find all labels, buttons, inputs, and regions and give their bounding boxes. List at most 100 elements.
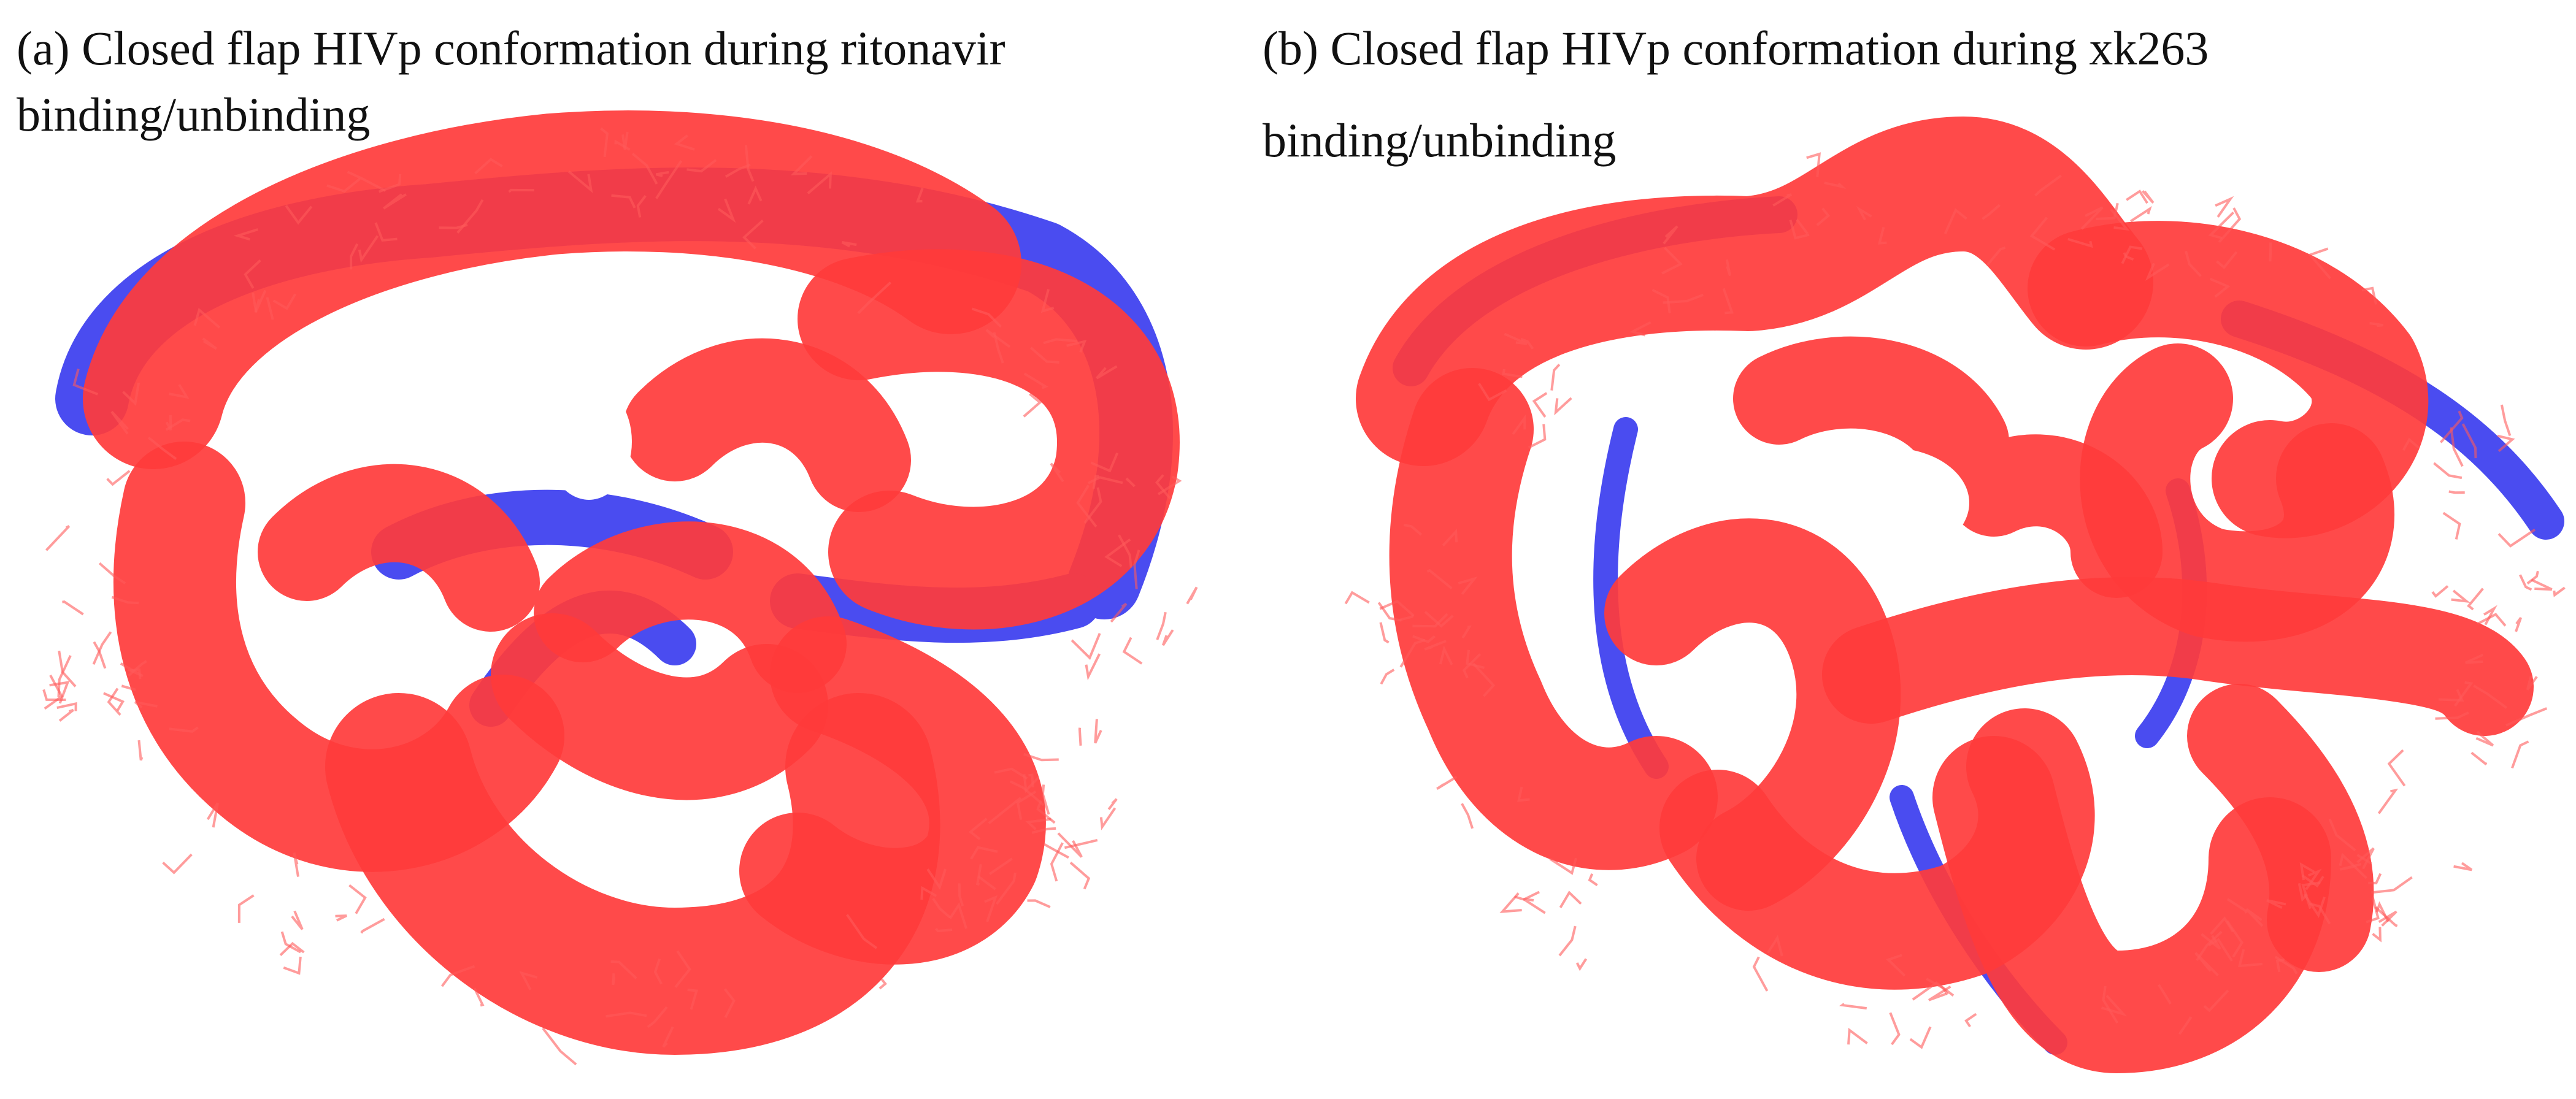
frame-line — [1909, 1026, 1932, 1049]
frame-line — [2374, 906, 2398, 927]
frame-line — [610, 960, 637, 979]
frame-line — [841, 241, 857, 248]
frame-line — [383, 193, 407, 210]
frame-line — [45, 525, 71, 551]
frame-line — [1461, 803, 1474, 829]
frame-line — [1944, 208, 1967, 235]
frame-line — [2209, 277, 2231, 298]
frame-line — [975, 864, 982, 886]
frame-line — [2309, 902, 2331, 925]
frame-line — [379, 174, 402, 193]
frame-line — [62, 600, 84, 616]
frame-line — [1651, 288, 1671, 313]
frame-line — [971, 307, 1002, 328]
frame-line — [1532, 392, 1548, 418]
frame-line — [2378, 910, 2397, 927]
frame-line — [1016, 791, 1037, 821]
frame-line — [2526, 676, 2538, 691]
frame-line — [358, 235, 379, 263]
frame-line — [1424, 640, 1447, 651]
frame-line — [2266, 899, 2286, 909]
frame-line — [1928, 985, 1951, 1001]
frame-line — [2145, 262, 2170, 281]
frame-line — [2371, 876, 2413, 894]
frame-line — [1404, 524, 1423, 536]
frame-line — [137, 740, 144, 761]
frame-line — [2450, 427, 2464, 467]
frame-line — [1043, 338, 1078, 345]
frame-line — [1523, 897, 1546, 914]
frame-line — [1125, 477, 1136, 488]
frame-line — [57, 655, 72, 697]
frame-line — [1466, 649, 1485, 669]
frame-line — [2377, 788, 2399, 814]
frame-line — [2402, 437, 2420, 451]
frame-line — [72, 368, 99, 396]
frame-line — [655, 160, 683, 199]
frame-line — [2461, 423, 2477, 459]
frame-line — [2435, 711, 2469, 720]
frame-line — [1158, 475, 1182, 496]
frame-line — [1094, 719, 1102, 744]
frame-line — [742, 219, 764, 250]
frame-line — [744, 145, 755, 182]
frame-line — [162, 853, 193, 875]
frame-line — [1426, 569, 1453, 590]
frame-line — [1752, 956, 1769, 992]
frame-line — [169, 384, 190, 399]
frame-line — [1050, 842, 1064, 882]
frame-line — [600, 127, 609, 158]
frame-line — [2387, 749, 2406, 787]
frame-line — [920, 886, 937, 900]
frame-line — [631, 152, 658, 185]
frame-line — [2215, 196, 2234, 218]
frame-line — [2201, 933, 2221, 950]
frame-line — [989, 857, 1013, 875]
frame-line — [1982, 204, 2001, 220]
frame-line — [2451, 589, 2471, 603]
frame-line — [1412, 635, 1436, 643]
frame-line — [1889, 1012, 1901, 1046]
frame-line — [807, 171, 832, 194]
frame-line — [1031, 827, 1056, 834]
frame-line — [1550, 363, 1561, 391]
frame-line — [2505, 707, 2548, 727]
frame-line — [111, 595, 139, 605]
frame-line — [280, 931, 302, 954]
frame-line — [1029, 347, 1059, 364]
frame-line — [1839, 1003, 1867, 1010]
cavity — [1810, 448, 1969, 558]
frame-line — [42, 689, 66, 702]
frame-line — [193, 307, 221, 329]
frame-line — [374, 222, 398, 242]
frame-line — [846, 914, 878, 949]
frame-line — [1528, 424, 1547, 449]
frame-line — [279, 941, 305, 957]
frame-line — [2515, 616, 2523, 632]
frame-line — [283, 956, 302, 975]
frame-line — [621, 131, 629, 150]
frame-line — [988, 797, 1022, 824]
frame-line — [92, 631, 112, 665]
frame-line — [2275, 958, 2285, 973]
frame-line — [2531, 578, 2553, 591]
frame-line — [1050, 462, 1064, 483]
frame-line — [293, 852, 299, 877]
frame-line — [244, 259, 261, 289]
frame-line — [1085, 653, 1101, 681]
frame-line — [1399, 638, 1426, 668]
frame-line — [1096, 365, 1118, 380]
caption-line: binding/unbinding — [17, 88, 371, 141]
frame-line — [687, 989, 699, 1010]
frame-line — [1517, 786, 1530, 802]
frame-line — [1041, 784, 1050, 815]
frame-line — [612, 973, 616, 986]
frame-line — [1398, 614, 1414, 622]
frame-line — [147, 436, 177, 460]
frame-line — [879, 978, 887, 990]
frame-line — [2096, 202, 2119, 221]
frame-line — [857, 281, 892, 315]
frame-line — [2237, 949, 2263, 968]
frame-line — [996, 872, 1017, 905]
